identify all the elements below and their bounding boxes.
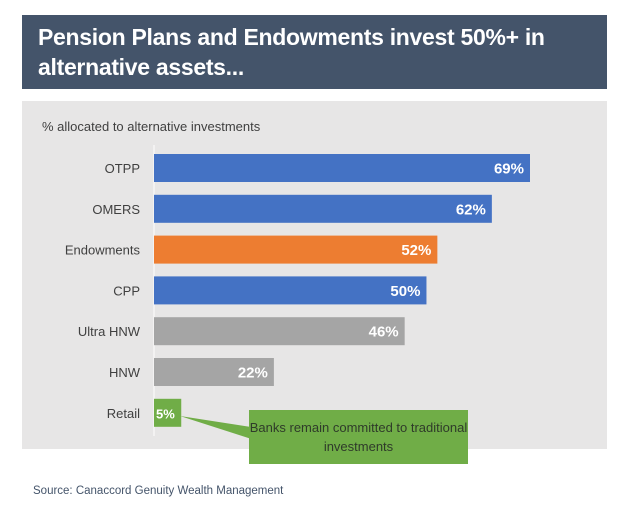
category-label: OTPP	[105, 161, 140, 176]
data-label: 62%	[456, 201, 486, 218]
data-label: 52%	[401, 242, 431, 259]
callout-text: Banks remain committed to traditional in…	[249, 420, 468, 454]
data-label: 50%	[390, 283, 420, 300]
category-label: HNW	[109, 365, 141, 380]
data-label: 69%	[494, 161, 524, 178]
bar	[154, 317, 405, 346]
category-label: CPP	[113, 283, 140, 298]
category-label: Ultra HNW	[78, 324, 141, 339]
bar	[154, 276, 427, 305]
bar	[154, 154, 530, 182]
bar	[154, 398, 182, 427]
callout-box	[249, 410, 468, 464]
data-label: 46%	[369, 324, 399, 341]
source-note: Source: Canaccord Genuity Wealth Managem…	[33, 485, 284, 497]
category-label: Endowments	[65, 243, 141, 258]
bar	[154, 358, 274, 386]
category-label: OMERS	[92, 202, 140, 217]
callout-pointer	[180, 416, 270, 445]
page-title: Pension Plans and Endowments invest 50%+…	[22, 15, 607, 89]
data-label: 5%	[156, 406, 175, 421]
bar	[154, 194, 492, 223]
category-label: Retail	[107, 406, 140, 421]
bar	[154, 235, 438, 264]
chart-title: % allocated to alternative investments	[42, 119, 261, 134]
data-label: 22%	[238, 365, 268, 382]
